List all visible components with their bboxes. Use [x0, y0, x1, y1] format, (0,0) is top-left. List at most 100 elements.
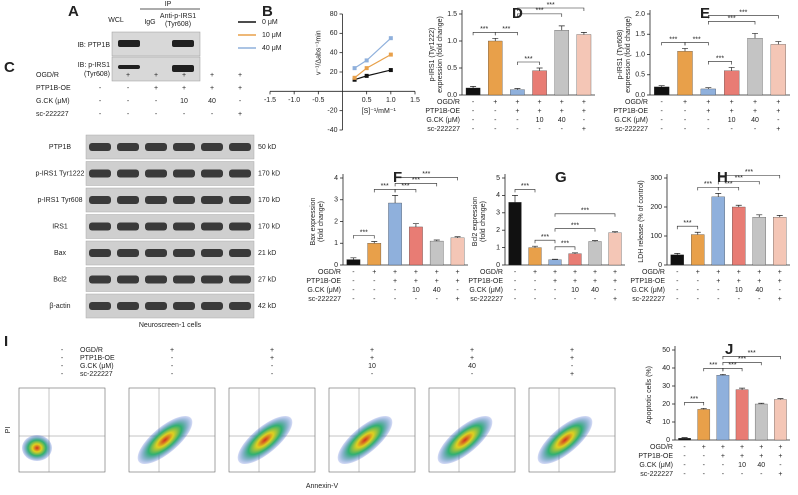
significance-label: ***: [716, 55, 724, 62]
blot: [85, 240, 255, 266]
blot-size: 21 kD: [258, 250, 276, 257]
significance-label: ***: [669, 36, 677, 43]
error-bar: [514, 88, 521, 90]
significance-bracket: [517, 61, 540, 65]
condition-name: OGD/R: [642, 269, 665, 276]
condition-value: +: [515, 99, 519, 106]
significance-bracket: [517, 7, 585, 11]
condition-name: OGD/R: [80, 347, 103, 354]
axis-title: (fold change): [480, 201, 487, 242]
condition-value: +: [456, 278, 460, 285]
bar: [510, 89, 525, 96]
error-bar: [558, 25, 565, 31]
significance-label: ***: [739, 9, 747, 16]
significance-label: ***: [547, 2, 555, 9]
bar: [752, 216, 766, 266]
error-bar: [492, 37, 499, 41]
panel-letter: J: [725, 341, 733, 358]
axis-title: p-IRS1 (Tyr1222): [429, 28, 436, 82]
condition-name: sc-222227: [632, 296, 665, 303]
condition-value: +: [716, 278, 720, 285]
blot-size: 170 kD: [258, 223, 280, 230]
panel-letter: H: [717, 169, 728, 186]
blot-size: 42 kD: [258, 303, 276, 310]
condition-value: -: [554, 296, 557, 303]
error-bar: [536, 67, 543, 71]
condition-value: +: [414, 278, 418, 285]
ip-label: IP: [165, 1, 172, 8]
significance-label: ***: [728, 362, 736, 369]
condition-value: -: [697, 278, 700, 285]
condition-value: +: [570, 371, 574, 378]
condition-value: +: [560, 99, 564, 106]
condition-name: OGD/R: [650, 444, 673, 451]
significance-label: ***: [480, 26, 488, 33]
condition-value: -: [352, 287, 355, 294]
condition-value: -: [472, 99, 475, 106]
significance-bracket: [394, 183, 438, 187]
panel-letter: A: [68, 3, 79, 20]
bar: [711, 196, 725, 266]
condition-value: 10: [412, 287, 420, 294]
significance-bracket: [676, 225, 699, 230]
significance-label: ***: [693, 36, 701, 43]
bar: [346, 259, 361, 266]
significance-bracket: [708, 61, 732, 65]
y-tick-label: 4: [334, 175, 338, 182]
significance-bracket: [708, 15, 779, 19]
error-bar: [682, 48, 688, 52]
y-tick-label: 1.0: [635, 51, 645, 58]
bar: [774, 399, 787, 441]
condition-value: +: [778, 269, 782, 276]
condition-value: -: [99, 111, 102, 118]
bar: [588, 241, 602, 266]
condition-value: -: [514, 287, 517, 294]
y-tick-label: 100: [650, 233, 662, 240]
bar: [747, 38, 763, 96]
series-line: [354, 37, 392, 69]
condition-value: -: [171, 363, 174, 370]
condition-value: -: [171, 355, 174, 362]
condition-value: -: [61, 363, 64, 370]
axis-title: expression (fold change): [437, 16, 444, 93]
condition-value: +: [210, 85, 214, 92]
condition-name: G.CK (μM): [614, 117, 648, 124]
band: [173, 169, 195, 178]
bar: [670, 254, 684, 266]
error-bar: [371, 241, 378, 244]
blot-name: Bax: [54, 250, 67, 257]
condition-name: PTP1B-OE: [630, 278, 665, 285]
band: [89, 222, 111, 231]
bar: [732, 206, 746, 266]
condition-value: -: [127, 85, 130, 92]
condition-value: +: [238, 85, 242, 92]
significance-bracket: [517, 13, 563, 17]
error-bar: [776, 215, 783, 218]
condition-value: +: [757, 278, 761, 285]
condition-value: 40: [208, 98, 216, 105]
error-bar: [412, 223, 419, 227]
condition-value: -: [494, 126, 497, 133]
condition-value: -: [373, 287, 376, 294]
point: [364, 58, 369, 63]
band: [117, 196, 139, 204]
y-tick-label: 2: [334, 218, 338, 225]
band: [117, 169, 139, 178]
band: [89, 302, 111, 310]
y-tick-label: 20: [330, 69, 338, 76]
band: [89, 196, 111, 204]
condition-value: -: [534, 287, 537, 294]
band: [201, 169, 223, 178]
axis-title: LDH release (% of control): [638, 180, 645, 262]
bar: [677, 51, 693, 96]
condition-name: OGD/R: [36, 72, 59, 79]
condition-value: -: [271, 371, 274, 378]
condition-value: -: [697, 296, 700, 303]
significance-label: ***: [360, 229, 368, 236]
condition-value: -: [703, 453, 706, 460]
significance-label: ***: [690, 396, 698, 403]
blot: [85, 293, 255, 319]
bar: [450, 237, 465, 266]
axis-title: p-IRS1 (Tyr608): [617, 30, 624, 80]
cell-cluster: [137, 415, 193, 465]
